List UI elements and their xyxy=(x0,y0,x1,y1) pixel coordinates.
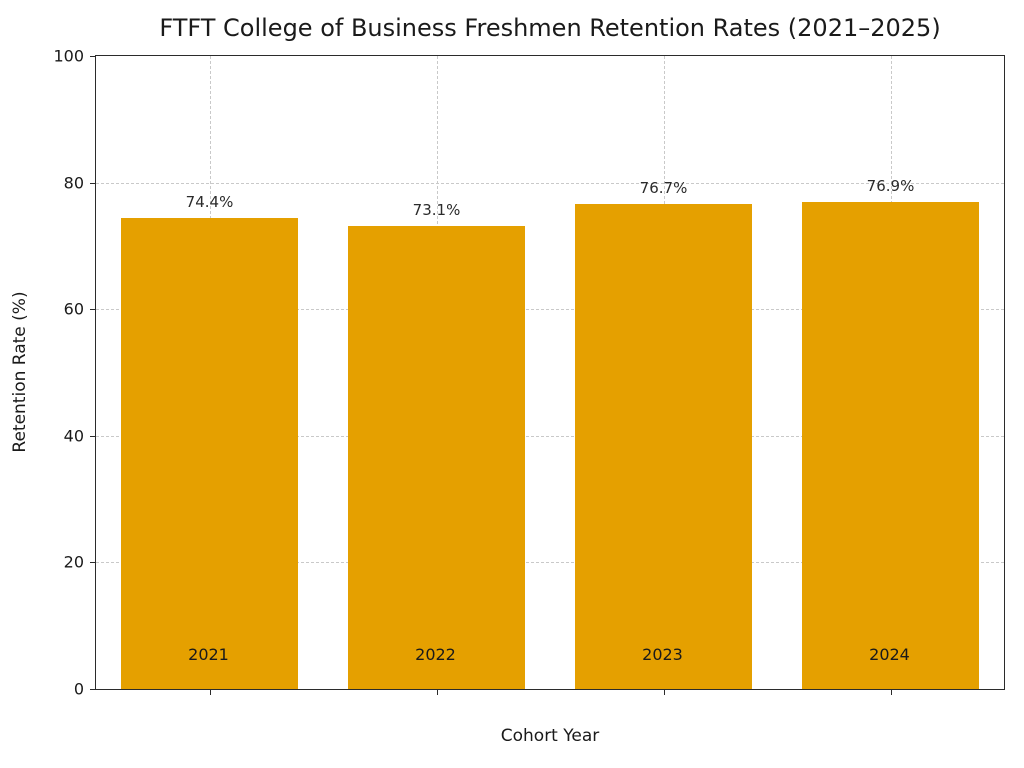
y-tick-mark xyxy=(90,562,96,564)
y-tick-label: 100 xyxy=(53,46,84,66)
y-tick-label: 80 xyxy=(63,173,84,193)
x-tick-mark xyxy=(436,689,438,695)
y-tick-label: 60 xyxy=(63,299,84,319)
y-tick-mark xyxy=(90,56,96,57)
y-tick-label: 20 xyxy=(63,552,84,572)
y-tick-label: 0 xyxy=(73,679,84,699)
bar-value-label: 76.7% xyxy=(639,178,688,197)
bar-value-label: 74.4% xyxy=(185,193,234,212)
x-tick-label: 2023 xyxy=(642,645,683,664)
gridline-horizontal xyxy=(96,562,1004,564)
bar-2021 xyxy=(120,218,299,689)
x-tick-mark xyxy=(209,689,211,695)
chart-title: FTFT College of Business Freshmen Retent… xyxy=(159,14,941,42)
y-tick-mark xyxy=(90,309,96,311)
x-axis-label: Cohort Year xyxy=(500,726,600,746)
x-tick-mark xyxy=(890,689,892,695)
y-axis-label: Retention Rate (%) xyxy=(10,291,30,453)
plot-area: 0 20 40 60 80 100 74.4% 73.1% 76.7% 76.9% xyxy=(53,47,1005,699)
y-tick-mark xyxy=(90,435,96,437)
gridline-horizontal xyxy=(96,309,1004,311)
bar-2022 xyxy=(347,226,526,689)
gridline-horizontal xyxy=(96,435,1004,437)
bar-value-label: 73.1% xyxy=(412,201,461,220)
x-tick-mark xyxy=(663,689,665,695)
x-tick-label: 2024 xyxy=(869,645,910,664)
y-tick-mark xyxy=(90,182,96,184)
x-tick-label: 2021 xyxy=(188,645,229,664)
bar-2023 xyxy=(574,203,753,689)
x-tick-label: 2022 xyxy=(415,645,456,664)
bar-value-label: 76.9% xyxy=(866,177,915,196)
gridline-horizontal xyxy=(96,182,1004,184)
y-tick-mark xyxy=(90,689,96,690)
y-tick-label: 40 xyxy=(63,426,84,446)
bar-2024 xyxy=(801,202,980,689)
